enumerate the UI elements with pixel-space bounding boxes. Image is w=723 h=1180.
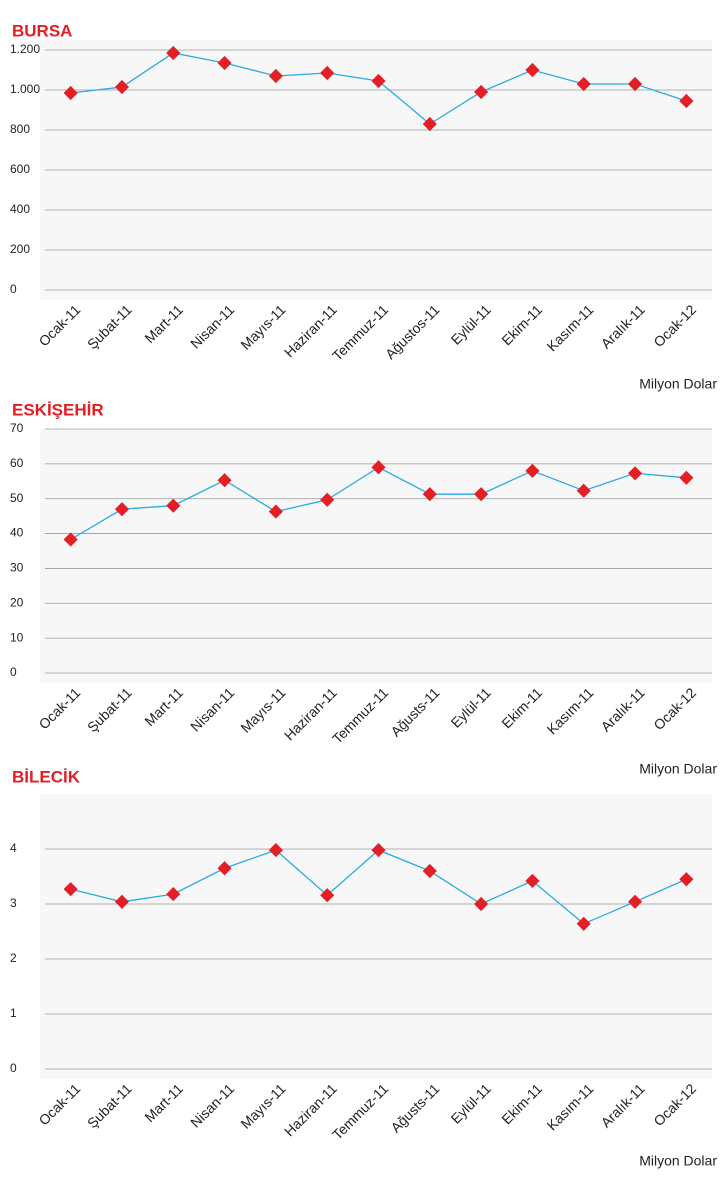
- x-tick-label: Temmuz-11: [329, 684, 391, 746]
- y-tick-label: 70: [10, 421, 24, 435]
- x-tick-label: Mayıs-11: [237, 1080, 288, 1131]
- marker: [268, 504, 283, 519]
- x-tick-label: Ocak-11: [35, 301, 83, 349]
- unit-label: Milyon Dolar: [639, 1153, 717, 1169]
- marker: [217, 861, 232, 876]
- y-tick-label: 0: [10, 665, 17, 679]
- marker: [320, 65, 335, 81]
- x-tick-label: Ağustos-11: [382, 301, 443, 362]
- x-tick-label: Ağusts-11: [387, 1080, 442, 1135]
- y-tick-label: 600: [10, 162, 30, 176]
- x-tick-label: Ocak-12: [650, 684, 699, 733]
- marker: [679, 93, 694, 109]
- marker: [166, 498, 181, 513]
- x-tick-label: Şubat-11: [84, 1080, 135, 1131]
- x-tick-label: Mart-11: [141, 1080, 186, 1125]
- x-tick-label: Eylül-11: [448, 684, 494, 730]
- marker: [576, 916, 591, 931]
- x-tick-label: Mayıs-11: [237, 684, 288, 735]
- y-tick-label: 20: [10, 595, 24, 609]
- x-tick-label: Eylül-11: [448, 301, 494, 347]
- marker: [371, 460, 386, 475]
- y-tick-label: 30: [10, 561, 24, 575]
- x-tick-label: Temmuz-11: [329, 1080, 391, 1142]
- marker: [268, 68, 283, 84]
- x-tick-label: Ekim-11: [498, 301, 545, 348]
- plot-background: [40, 794, 712, 1079]
- marker: [525, 873, 540, 888]
- x-tick-label: Mart-11: [141, 301, 186, 346]
- chart-title: BİLECİK: [12, 767, 81, 786]
- x-tick-label: Ocak-11: [35, 1080, 83, 1128]
- x-tick-label: Ocak-12: [650, 1080, 699, 1129]
- y-tick-label: 2: [10, 951, 17, 965]
- marker: [525, 463, 540, 478]
- marker: [114, 894, 130, 909]
- x-tick-label: Nisan-11: [187, 684, 237, 734]
- y-tick-label: 400: [10, 202, 30, 216]
- y-tick-label: 0: [10, 1061, 17, 1075]
- chart-title: BURSA: [12, 21, 72, 40]
- x-tick-label: Ocak-12: [650, 301, 699, 350]
- y-tick-label: 3: [10, 896, 17, 910]
- marker: [63, 532, 78, 547]
- marker: [268, 843, 283, 858]
- y-tick-label: 60: [10, 456, 24, 470]
- y-tick-label: 800: [10, 122, 30, 136]
- x-tick-label: Aralık-11: [598, 684, 648, 734]
- marker: [627, 894, 643, 909]
- chart-title: ESKİŞEHİR: [12, 400, 104, 419]
- x-tick-label: Ağusts-11: [387, 684, 442, 739]
- x-tick-label: Ekim-11: [498, 684, 545, 731]
- x-tick-label: Kasım-11: [544, 301, 597, 354]
- marker: [627, 76, 643, 92]
- y-tick-label: 0: [10, 282, 17, 296]
- x-tick-label: Nisan-11: [187, 301, 237, 351]
- marker: [576, 483, 591, 498]
- x-tick-label: Mart-11: [141, 684, 186, 729]
- y-tick-label: 10: [10, 630, 24, 644]
- marker: [320, 492, 335, 507]
- marker: [371, 73, 386, 89]
- marker: [474, 84, 489, 100]
- marker: [422, 116, 437, 132]
- marker: [63, 882, 78, 897]
- marker: [576, 76, 591, 92]
- y-tick-label: 1.000: [10, 82, 40, 96]
- marker: [525, 62, 540, 78]
- x-tick-label: Kasım-11: [544, 684, 597, 737]
- x-tick-label: Ekim-11: [498, 1080, 545, 1127]
- x-tick-label: Şubat-11: [84, 684, 135, 735]
- x-tick-label: Şubat-11: [84, 301, 135, 352]
- marker: [679, 470, 694, 485]
- marker: [320, 888, 335, 903]
- x-tick-label: Eylül-11: [448, 1080, 494, 1126]
- x-tick-label: Temmuz-11: [329, 301, 391, 363]
- marker: [474, 487, 489, 502]
- marker: [422, 487, 437, 502]
- x-tick-label: Kasım-11: [544, 1080, 597, 1133]
- marker: [166, 887, 181, 902]
- marker: [679, 872, 694, 887]
- marker: [422, 863, 437, 879]
- y-tick-label: 200: [10, 242, 30, 256]
- y-tick-label: 1: [10, 1006, 17, 1020]
- y-tick-label: 1.200: [10, 42, 40, 56]
- x-tick-label: Mayıs-11: [237, 301, 288, 352]
- unit-label: Milyon Dolar: [639, 376, 717, 392]
- x-tick-label: Nisan-11: [187, 1080, 237, 1130]
- marker: [627, 466, 643, 481]
- x-tick-label: Aralık-11: [598, 1080, 648, 1130]
- marker: [217, 473, 232, 488]
- marker: [474, 896, 489, 912]
- y-tick-label: 4: [10, 841, 17, 855]
- x-tick-label: Aralık-11: [598, 301, 648, 351]
- y-tick-label: 50: [10, 491, 24, 505]
- marker: [371, 843, 386, 858]
- unit-label: Milyon Dolar: [639, 761, 717, 777]
- y-tick-label: 40: [10, 526, 24, 540]
- x-tick-label: Ocak-11: [35, 684, 83, 732]
